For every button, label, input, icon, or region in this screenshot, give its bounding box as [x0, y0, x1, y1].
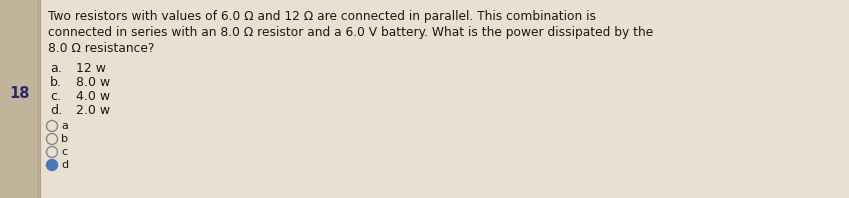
Circle shape [47, 133, 58, 145]
Text: 8.0 Ω resistance?: 8.0 Ω resistance? [48, 42, 155, 55]
Circle shape [47, 147, 58, 157]
Circle shape [47, 160, 58, 170]
Text: a: a [61, 121, 69, 131]
Text: d: d [61, 160, 69, 170]
Text: 8.0 w: 8.0 w [76, 76, 110, 89]
Text: d.: d. [50, 104, 62, 117]
Text: connected in series with an 8.0 Ω resistor and a 6.0 V battery. What is the powe: connected in series with an 8.0 Ω resist… [48, 26, 653, 39]
Text: c.: c. [50, 90, 61, 103]
Text: b.: b. [50, 76, 62, 89]
Text: a.: a. [50, 62, 62, 75]
Circle shape [47, 121, 58, 131]
Text: 2.0 w: 2.0 w [76, 104, 110, 117]
Bar [0, 0, 40, 198]
Text: Two resistors with values of 6.0 Ω and 12 Ω are connected in parallel. This comb: Two resistors with values of 6.0 Ω and 1… [48, 10, 596, 23]
Text: c: c [61, 147, 68, 157]
Text: 12 w: 12 w [76, 62, 106, 75]
Text: 18: 18 [9, 86, 31, 101]
Text: 4.0 w: 4.0 w [76, 90, 110, 103]
Text: b: b [61, 134, 69, 144]
